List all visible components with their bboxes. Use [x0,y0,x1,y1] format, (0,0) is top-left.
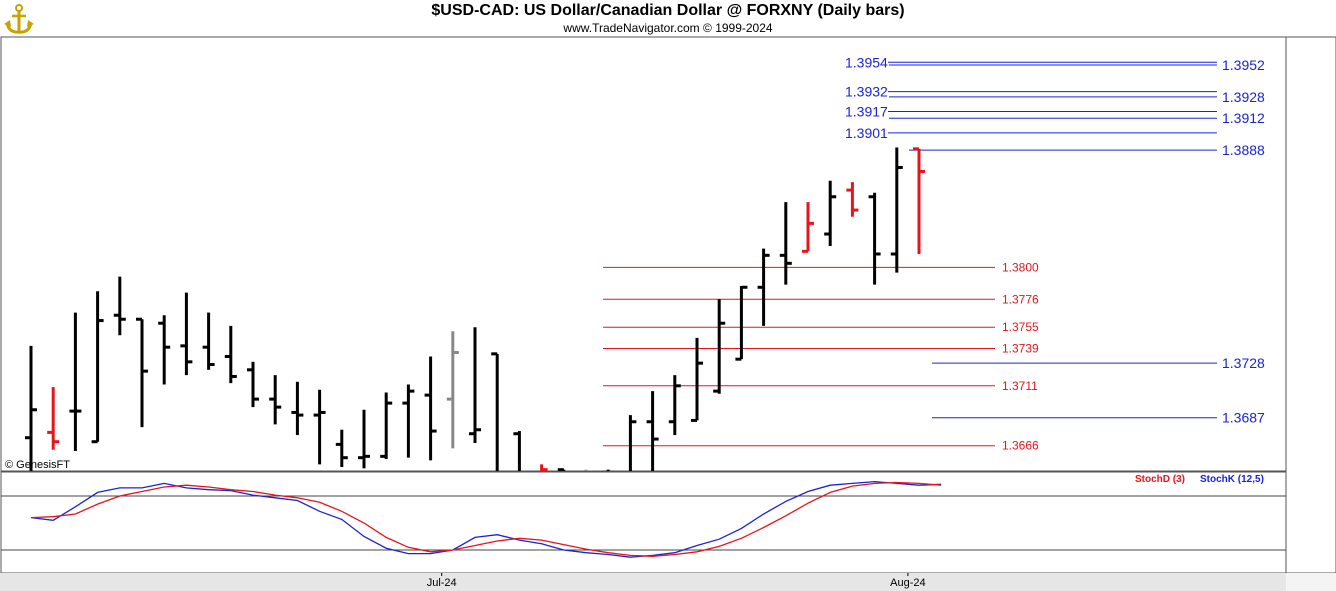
ohlc-bar [868,192,881,285]
support-level-label: 1.3800 [1002,260,1039,274]
ohlc-bar [269,375,282,425]
ohlc-bar [113,276,126,336]
ohlc-bar [335,429,348,468]
ohlc-bar [913,147,925,254]
watermark: © GenesisFT [5,459,70,471]
legend-stochk: StochK (12,5) [1200,474,1264,485]
ohlc-bar [668,375,681,436]
ohlc-bar [713,299,726,394]
resistance-level-label: 1.3728 [1222,355,1265,371]
ohlc-bar [691,337,703,422]
ohlc-bar [513,431,521,471]
ohlc-bar [890,147,903,273]
ohlc-bar [802,202,814,253]
ohlc-bar [446,331,459,449]
ohlc-bar [69,312,82,452]
support-level-label: 1.3755 [1002,320,1039,334]
resistance-level-label: 1.3928 [1222,89,1265,105]
ohlc-bar [136,317,148,428]
ohlc-bar [91,291,104,444]
ohlc-bar [424,356,437,461]
support-level-label: 1.3666 [1002,439,1039,453]
support-level-label: 1.3711 [1002,379,1038,393]
ohlc-bar [557,468,566,471]
resistance-level-label: 1.3912 [1222,110,1265,126]
stoch-lines [30,480,942,558]
price-plot-frame [0,36,1287,472]
ohlc-bar [757,248,770,326]
chart-header: $USD-CAD: US Dollar/Canadian Dollar @ FO… [0,0,1336,37]
chart-title: $USD-CAD: US Dollar/Canadian Dollar @ FO… [431,2,905,19]
support-level-label: 1.3776 [1002,292,1039,306]
stochd-line [30,481,942,557]
ohlc-bar [846,182,859,217]
resistance-level-label: 1.3901 [845,125,888,141]
ohlc-bar [313,389,326,465]
chart-subtitle: www.TradeNavigator.com © 1999-2024 [563,21,773,35]
ohlc-bar [180,292,193,376]
stochastic-panel: 10050StochD (3)StochK (12,5)90.50 [0,471,1316,574]
ohlc-bar [646,391,659,471]
ohlc-bar [380,392,393,460]
resistance-level-label: 1.3687 [1222,410,1265,426]
resistance-level-label: 1.3954 [845,54,888,70]
bottom-strip [0,573,1336,591]
ohlc-bars [25,147,925,471]
legend-stochd: StochD (3) [1135,474,1185,485]
ohlc-bar [202,312,215,370]
stochk-line [30,480,942,558]
ohlc-bar [824,180,837,247]
bottom-right-corner [1286,573,1336,591]
resistance-level-label: 1.3932 [845,84,888,100]
ohlc-bar [224,325,237,384]
ohlc-bar [358,409,370,469]
ohlc-bar [469,327,481,444]
resistance-level-label: 1.3888 [1222,142,1265,158]
ohlc-bar [402,384,415,458]
y-axis-area [1285,36,1336,574]
ohlc-bar [628,415,637,471]
ohlc-bar [158,315,171,385]
x-tick-label: Jul-24 [427,577,457,589]
ohlc-bar [735,285,748,361]
ohlc-bar [247,361,259,408]
resistance-level-label: 1.3952 [1222,57,1265,73]
ohlc-bar [779,202,792,285]
x-tick-label: Aug-24 [890,577,925,589]
ohlc-bar [540,464,548,471]
ohlc-bar [25,345,37,471]
ohlc-bar [47,387,60,450]
ohlc-bar [291,381,304,436]
support-level-label: 1.3739 [1002,342,1039,356]
anchor-logo-icon [4,4,34,34]
ohlc-bar [491,352,499,471]
stoch-plot-frame [0,471,1287,574]
resistance-level-label: 1.3917 [845,104,888,120]
price-panel: 1.39601.39401.39201.39001.38801.38601.38… [0,36,1330,472]
